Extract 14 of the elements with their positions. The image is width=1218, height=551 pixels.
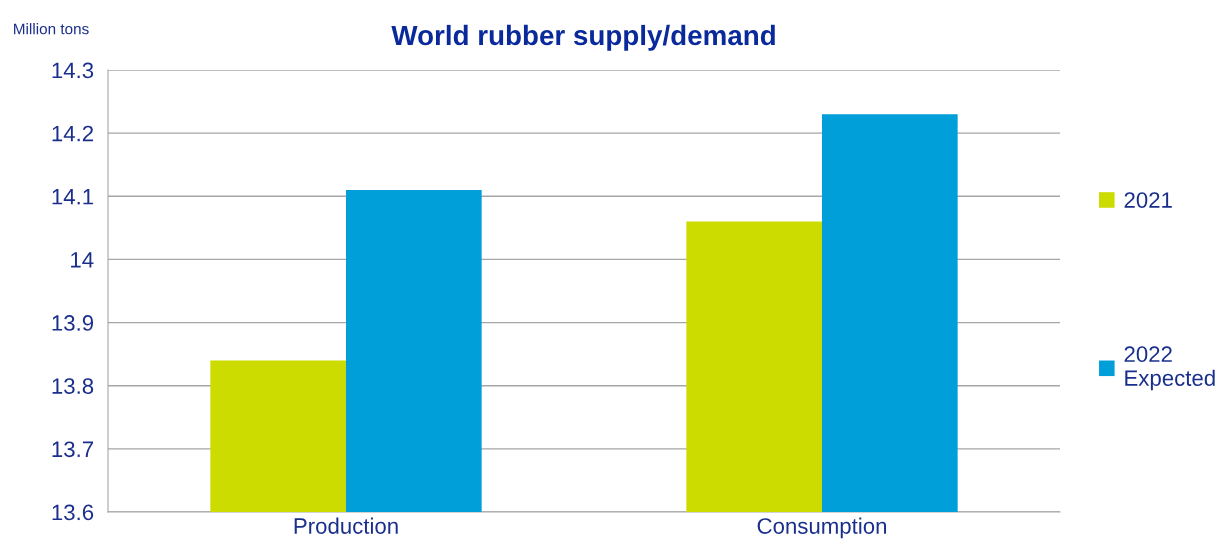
x-tick-label: Consumption xyxy=(757,517,887,539)
y-tick-label: 14 xyxy=(71,252,94,268)
legend-label: 2021 xyxy=(1124,192,1172,208)
y-tick-label: 13.9 xyxy=(52,315,94,331)
chart-title: World rubber supply/demand xyxy=(391,24,775,51)
legend-label: 2022 Expected xyxy=(1124,346,1215,391)
y-tick-label: 13.6 xyxy=(52,504,94,521)
y-tick-label: 13.7 xyxy=(52,441,93,458)
y-tick-label: 13.8 xyxy=(52,378,94,394)
y-tick-label: 14.3 xyxy=(52,62,94,79)
y-axis-title: Million tons xyxy=(14,23,89,35)
y-tick-label: 14.1 xyxy=(52,189,94,205)
y-tick-label: 14.2 xyxy=(52,125,93,142)
x-tick-label: Production xyxy=(294,517,398,534)
